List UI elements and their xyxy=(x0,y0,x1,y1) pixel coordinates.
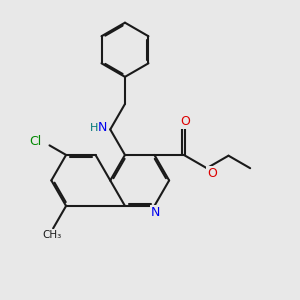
Text: CH₃: CH₃ xyxy=(42,230,61,240)
Text: Cl: Cl xyxy=(29,135,42,148)
Text: H: H xyxy=(90,123,98,133)
Text: N: N xyxy=(98,122,108,134)
Text: O: O xyxy=(180,116,190,128)
Text: O: O xyxy=(207,167,217,180)
Text: N: N xyxy=(151,206,160,219)
